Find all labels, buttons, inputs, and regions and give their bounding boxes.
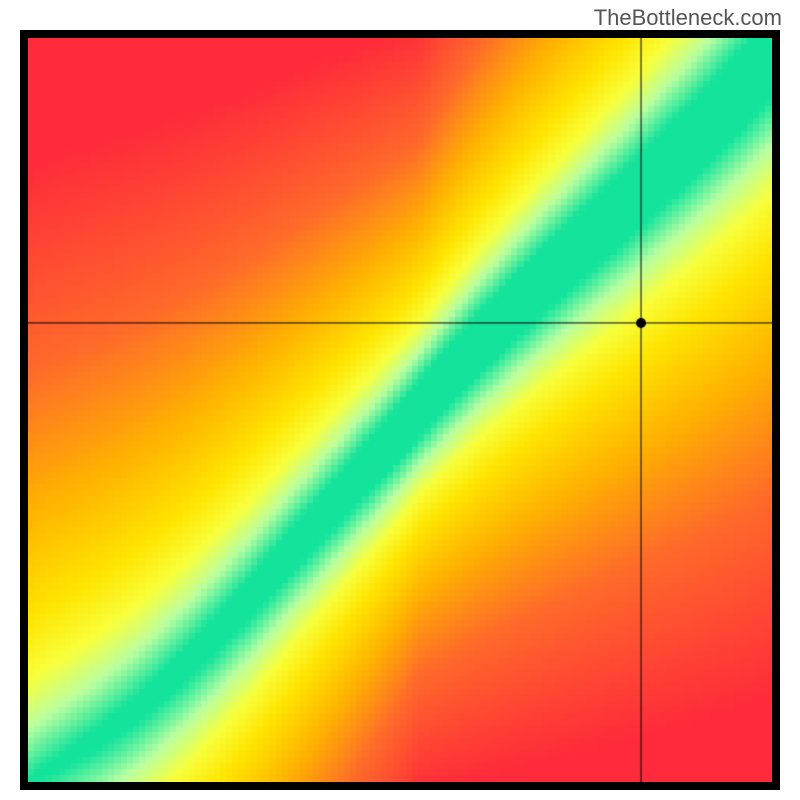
watermark-text: TheBottleneck.com (594, 5, 782, 31)
plot-border (20, 30, 780, 790)
root-container: TheBottleneck.com (0, 0, 800, 800)
bottleneck-heatmap (28, 38, 772, 782)
